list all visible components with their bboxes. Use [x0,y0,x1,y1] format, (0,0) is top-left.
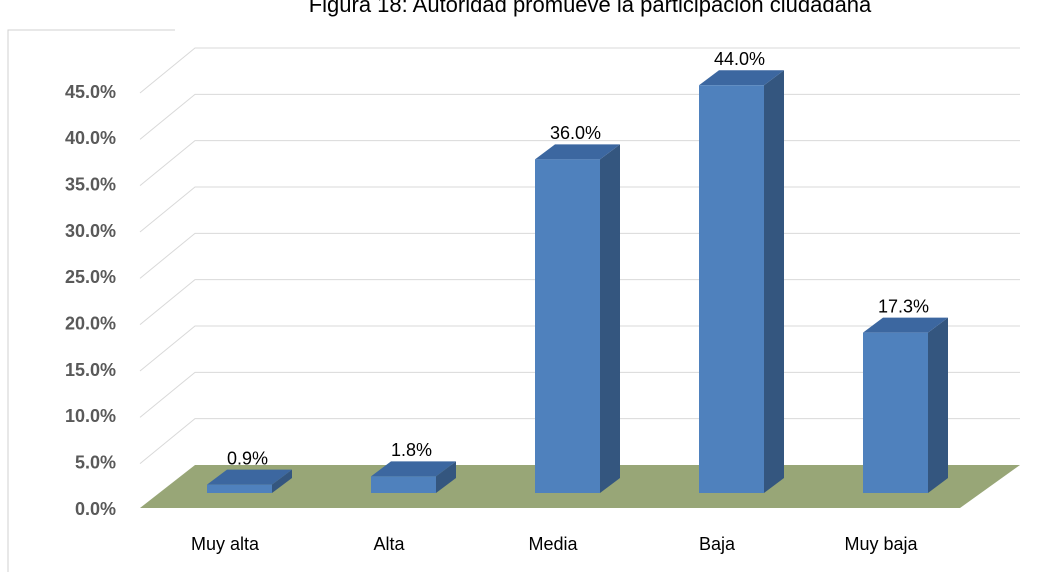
data-label: 0.9% [227,448,268,468]
x-tick-label: Muy alta [191,534,260,554]
bar-side [928,317,948,493]
bar-top [207,469,292,485]
y-tick-label: 20.0% [65,313,116,333]
bar-top [535,144,620,160]
bar-side [764,70,784,494]
bar-side [600,144,620,493]
bar-front [207,484,272,493]
y-tick-label: 10.0% [65,406,116,426]
data-label: 1.8% [391,440,432,460]
data-label: 44.0% [714,49,765,69]
bar-front [699,85,764,494]
bar [207,469,292,493]
chart-title: Figura 18: Autoridad promueve la partici… [309,0,872,17]
y-tick-label: 25.0% [65,267,116,287]
bar-side [436,461,456,493]
x-tick-label: Muy baja [844,534,918,554]
y-tick-label: 0.0% [75,499,116,519]
bar-front [863,332,928,493]
bar [371,461,456,493]
y-tick-label: 15.0% [65,360,116,380]
bar [863,317,948,493]
bar-top [699,70,784,86]
chart-frame [7,29,175,572]
bar [535,144,620,493]
bar-front [535,159,600,493]
x-tick-label: Baja [699,534,736,554]
y-tick-label: 45.0% [65,82,116,102]
bar-front [371,476,436,493]
bar-side [272,469,292,493]
y-tick-label: 35.0% [65,174,116,194]
y-tick-label: 40.0% [65,128,116,148]
y-tick-label: 30.0% [65,221,116,241]
bar [699,70,784,494]
data-label: 17.3% [878,296,929,316]
y-tick-label: 5.0% [75,452,116,472]
bar-top [863,317,948,333]
x-tick-label: Alta [373,534,405,554]
x-tick-label: Media [528,534,578,554]
grid-line [139,47,1020,94]
bar-top [371,461,456,477]
data-label: 36.0% [550,123,601,143]
